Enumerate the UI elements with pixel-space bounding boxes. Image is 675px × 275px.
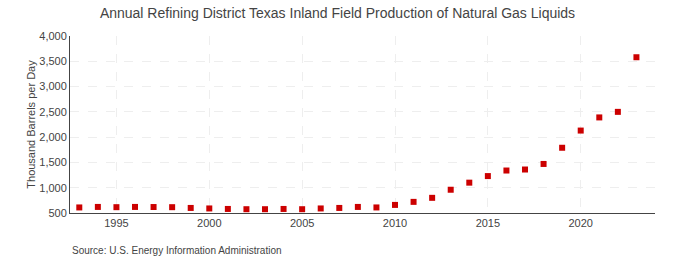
- svg-text:4,000: 4,000: [39, 30, 67, 42]
- svg-text:2010: 2010: [383, 217, 407, 229]
- svg-text:2000: 2000: [197, 217, 221, 229]
- svg-text:Annual Refining District Texas: Annual Refining District Texas Inland Fi…: [100, 5, 575, 21]
- svg-text:1,500: 1,500: [39, 156, 67, 168]
- svg-text:Thousand Barrels per Day: Thousand Barrels per Day: [25, 60, 37, 189]
- svg-text:2005: 2005: [290, 217, 314, 229]
- svg-text:2015: 2015: [476, 217, 500, 229]
- svg-text:1,000: 1,000: [39, 182, 67, 194]
- svg-text:3,000: 3,000: [39, 80, 67, 92]
- svg-text:1995: 1995: [104, 217, 128, 229]
- svg-text:500: 500: [48, 207, 66, 219]
- svg-text:3,500: 3,500: [39, 55, 67, 67]
- svg-text:2020: 2020: [568, 217, 592, 229]
- svg-text:2,500: 2,500: [39, 106, 67, 118]
- svg-text:2,000: 2,000: [39, 131, 67, 143]
- svg-text:Source: U.S. Energy Informatio: Source: U.S. Energy Information Administ…: [72, 245, 282, 256]
